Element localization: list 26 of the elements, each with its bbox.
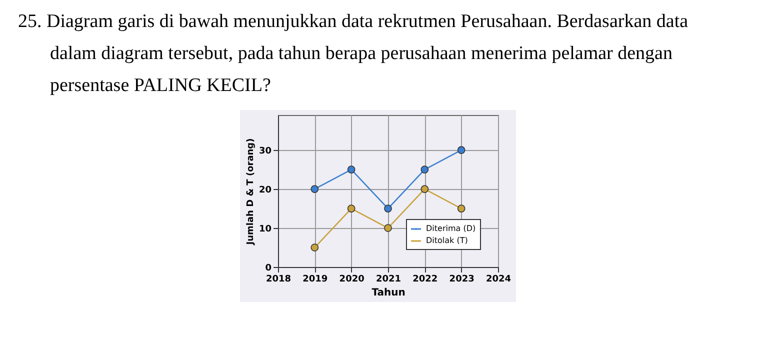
legend-label: Ditolak (T) — [426, 236, 468, 245]
point — [310, 185, 319, 193]
point — [420, 166, 429, 174]
y-tick-label: 30 — [258, 146, 272, 157]
x-tick-label: 2020 — [339, 274, 364, 284]
y-tick-label: 0 — [265, 264, 272, 274]
point — [457, 204, 466, 212]
point — [347, 166, 356, 174]
point — [347, 204, 356, 212]
chart-title: 25. Diagram garis di bawah menunjukkan data rekrutmen Perusahaan. Berdasarkan data dalam diagram tersebut, pada tahun berapa perusahaan menerima pelamar dengan persentase PALING KECIL? — [18, 10, 690, 98]
y-axis-title: Jumlah D & T (orang) — [246, 138, 256, 246]
y-tick-label: 20 — [258, 186, 272, 196]
point — [384, 224, 392, 232]
point — [420, 185, 429, 193]
point — [457, 146, 466, 154]
x-axis-title: Tahun — [372, 288, 406, 298]
x-tick-label: 2022 — [412, 274, 438, 284]
point — [310, 244, 319, 252]
x-tick-label: 2019 — [302, 274, 328, 284]
x-tick-label: 2021 — [376, 274, 402, 284]
x-tick-label: 2024 — [486, 274, 512, 284]
legend-label: Diterima (D) — [426, 224, 476, 233]
point — [384, 204, 392, 212]
y-tick-label: 10 — [258, 224, 272, 235]
x-tick-label: 2023 — [449, 274, 474, 284]
x-tick-label: 2018 — [266, 274, 292, 284]
